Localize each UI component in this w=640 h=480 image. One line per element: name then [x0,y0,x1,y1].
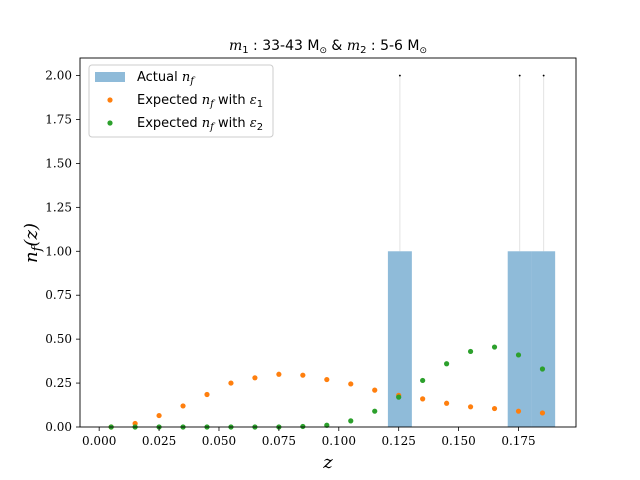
series-2-point [515,352,522,358]
series-1-point [180,403,186,409]
y-tick-label: 0.75 [45,288,72,302]
x-tick-label: 0.000 [82,434,116,448]
series-1-point [228,380,234,386]
series-2-point [372,408,378,414]
series-1-point [467,404,474,410]
series-2-point [396,394,402,400]
series-2-point [539,366,546,372]
upper-marker [398,74,401,77]
series-2-point [467,348,474,355]
legend-label: Actual nf [137,70,196,87]
series-1-point [252,375,258,381]
legend: Actual nf Expected nf with ε1 Expected nf … [88,64,274,138]
series-1-point [156,412,162,419]
y-axis-label: nf(z) [21,223,45,263]
series-2-point [420,377,426,384]
series-2-point [324,422,330,428]
series-1-point [372,387,378,393]
x-axis: 0.000 0.025 0.050 0.075 0.100 0.125 0.150 0.175 [82,427,536,448]
y-tick-label: 1.00 [45,244,72,258]
y-tick-label: 1.50 [45,156,72,170]
legend-swatch-actual [95,72,125,82]
upper-marker [518,74,521,77]
y-tick-label: 0.50 [45,332,72,346]
y-tick-label: 2.00 [45,69,72,83]
series-1-point [539,410,546,416]
x-tick-label: 0.175 [501,434,535,448]
series-1-point [276,371,282,377]
x-tick-label: 0.150 [441,434,475,448]
x-tick-label: 0.125 [382,434,416,448]
series-1-point [204,391,210,398]
x-tick-label: 0.025 [142,434,176,448]
x-tick-label: 0.075 [262,434,296,448]
series-2-point [348,418,354,424]
series-2-point [491,344,498,350]
y-tick-label: 1.75 [45,113,72,127]
histogram-bar [507,251,532,427]
series-1-point [515,408,522,414]
y-tick-label: 0.25 [45,376,72,390]
chart-title: m1 : 33-43 M⊙ & m2 : 5-6 M⊙ [229,38,427,56]
legend-label: Expected nf with ε2 [137,116,263,133]
histogram-bar [387,251,412,427]
legend-label: Expected nf with ε1 [137,93,263,110]
upper-marker [542,74,545,77]
y-tick-label: 0.00 [45,420,72,434]
series-2-point [300,423,306,430]
y-axis: 0.00 0.25 0.50 0.75 1.00 1.25 1.50 1.75 2.00 [45,69,80,434]
axes-frame [79,57,577,428]
legend-swatch-series-1 [107,97,113,103]
x-axis-label: z [322,452,333,473]
legend-swatch-series-2 [107,120,113,126]
series-1-point [420,396,426,402]
histogram-bar [531,251,556,427]
plot-area [108,74,556,430]
series-1-point [444,400,450,406]
series-1-point [324,376,330,383]
series-1-point [491,405,498,412]
series-1-point [348,381,354,387]
series-1-point [300,372,306,378]
x-tick-label: 0.100 [322,434,356,448]
series-2-point [444,361,450,367]
legend-box [88,64,274,138]
y-tick-label: 1.25 [45,200,72,214]
x-tick-label: 0.050 [202,434,236,448]
